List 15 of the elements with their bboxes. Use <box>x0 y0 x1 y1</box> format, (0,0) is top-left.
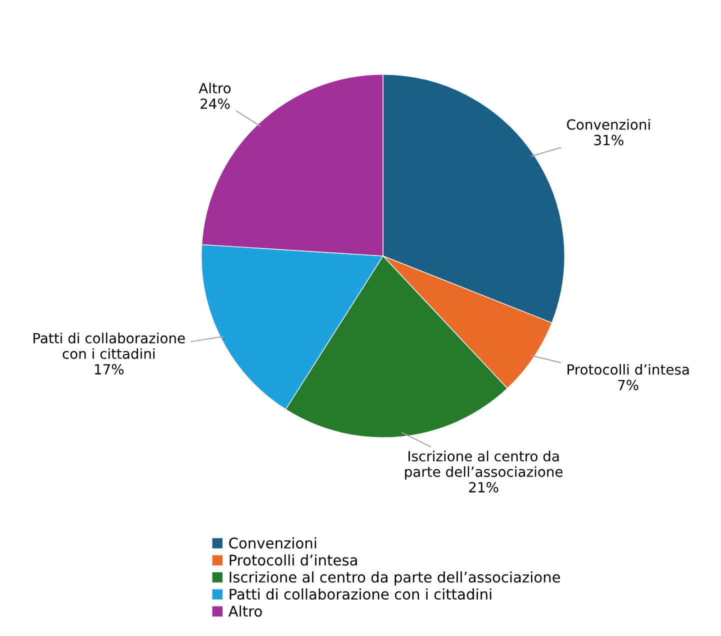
data-label: 7% <box>618 380 638 390</box>
slice-label: Protocolli d’intesa <box>568 364 689 375</box>
slice-label: Altro <box>198 82 231 94</box>
legend-label: Convenzioni <box>229 537 316 549</box>
legend-label: Protocolli d’intesa <box>230 554 357 566</box>
data-label: 24% <box>200 98 230 109</box>
data-label: 31% <box>594 134 624 146</box>
legend-label: Iscrizione al centro da parte dell’associazione <box>230 571 560 586</box>
data-label: 21% <box>469 482 498 493</box>
data-label: 17% <box>94 364 124 375</box>
slice-label: Convenzioni <box>567 119 650 130</box>
slice-label: Patti di collaborazione con i cittadini <box>34 332 185 359</box>
slice-label: Iscrizione al centro da parte dell’associazione <box>405 450 563 480</box>
legend-label: Patti di collaborazione con i cittadini <box>230 588 492 600</box>
legend-label: Altro <box>228 605 262 617</box>
